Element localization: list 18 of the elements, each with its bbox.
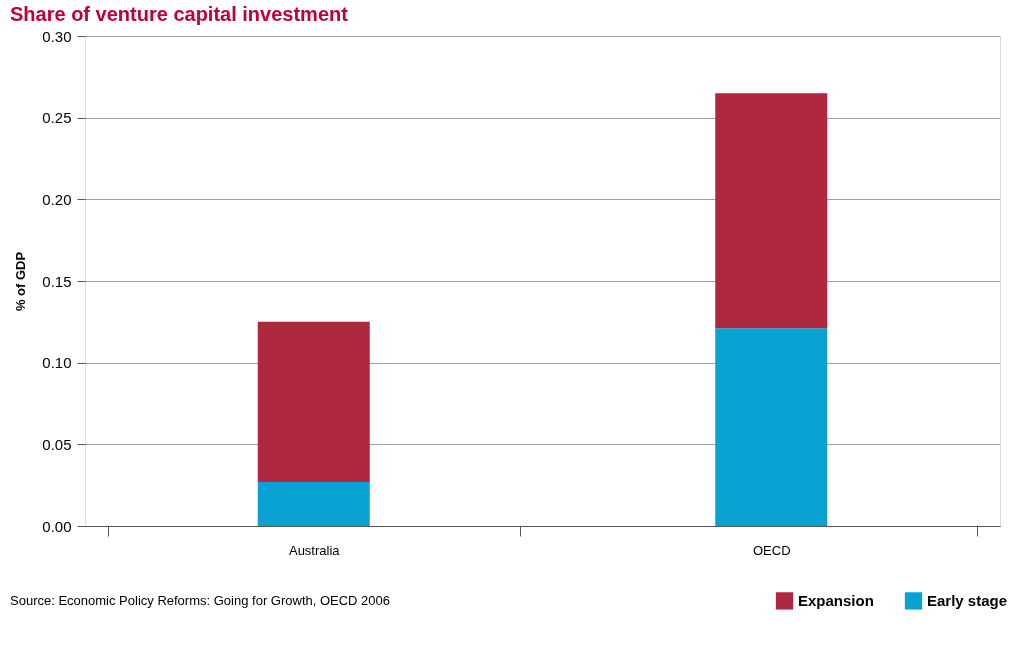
x-tick-label: OECD [752,542,791,558]
bar [257,321,370,482]
y-tick-label: 0.15 [42,272,72,290]
y-tick-label: 0.00 [42,517,72,535]
bar [715,328,828,526]
x-tick-label: Australia [288,542,341,558]
y-tick-label: 0.10 [42,354,72,372]
y-tick-label: 0.30 [42,27,72,45]
legend-label: Early stage [927,591,1008,609]
bar [257,481,370,526]
y-tick-label: 0.25 [42,109,72,127]
chart-title: Share of venture capital investment [10,3,349,25]
y-tick-label: 0.05 [42,435,72,453]
bar [715,93,828,329]
y-tick-label: 0.20 [42,190,72,208]
source-note: Source: Economic Policy Reforms: Going for Growth, OECD 2006 [10,593,391,608]
y-axis-title: % of GDP [13,251,29,312]
legend-label: Expansion [798,591,874,609]
